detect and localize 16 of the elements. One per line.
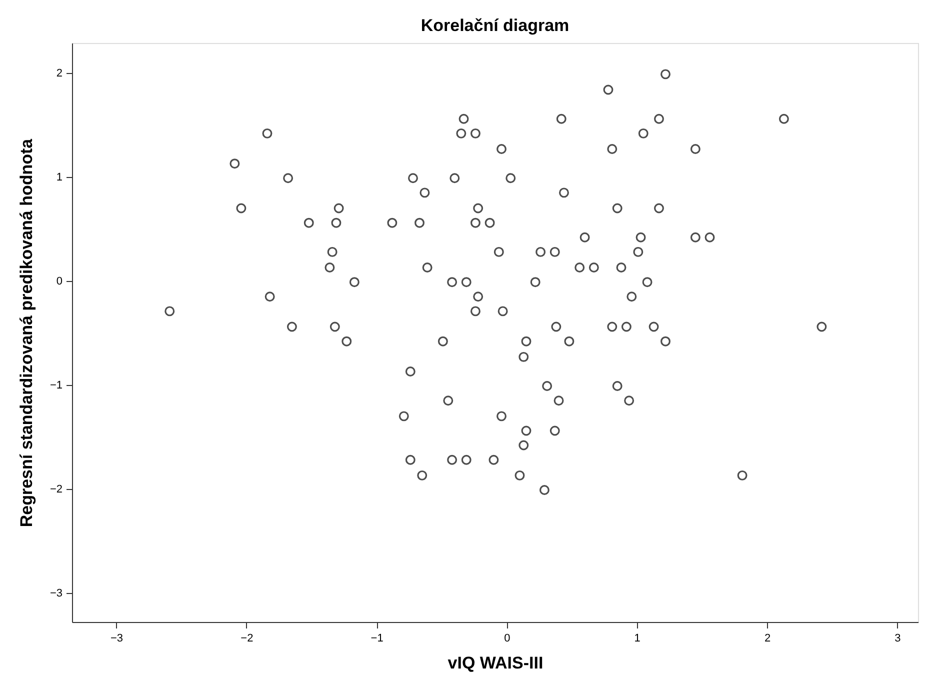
x-tick-label: −1 [370,632,384,644]
y-axis-title: Regresní standardizovaná predikovaná hodnota [16,138,36,528]
chart-title: Korelační diagram [420,16,570,35]
x-tick-label: −2 [240,632,254,644]
x-tick-label: 2 [764,632,771,644]
y-tick-label: −2 [50,483,62,496]
x-tick-label: −3 [110,632,124,644]
y-tick-label: −1 [50,379,62,392]
y-tick-label: 0 [56,276,62,288]
x-tick-label: 1 [634,632,640,644]
y-tick-label: 1 [56,172,62,184]
x-tick-label: 0 [504,632,510,644]
y-tick-label: 2 [56,68,62,80]
x-axis-title: vIQ WAIS-III [448,654,544,672]
x-tick-label: 3 [894,632,901,644]
y-tick-label: −3 [50,587,62,600]
